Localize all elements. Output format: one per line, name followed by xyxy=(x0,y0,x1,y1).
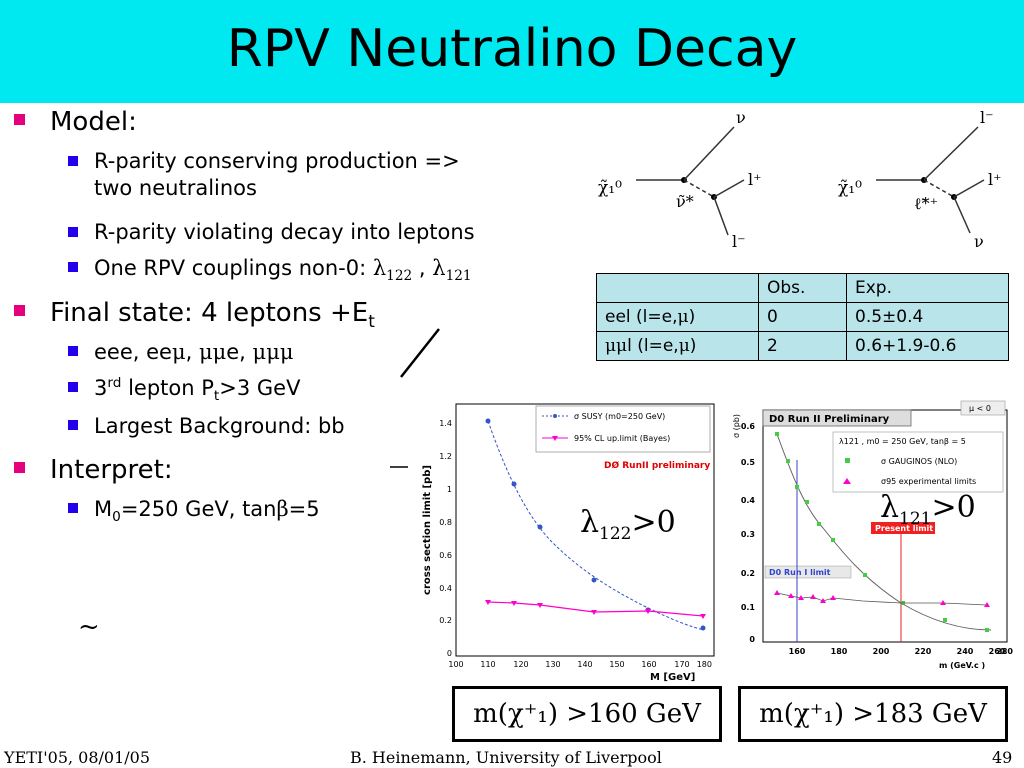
table-row: eel (l=e,μ) 0 0.5±0.4 xyxy=(596,302,1009,332)
svg-text:180: 180 xyxy=(697,660,712,669)
bullet-model-production: R-parity conserving production => two ne… xyxy=(94,149,460,200)
svg-text:160: 160 xyxy=(641,660,656,669)
svg-text:l⁺: l⁺ xyxy=(748,170,762,189)
bullet-marker xyxy=(14,305,25,316)
bullet-parameters: M0=250 GeV, tanβ=5 xyxy=(94,497,320,526)
bullet-marker xyxy=(14,462,25,473)
svg-text:0.8: 0.8 xyxy=(439,518,452,527)
lambda121-annotation: λ121>0 xyxy=(880,490,976,529)
svg-text:280: 280 xyxy=(996,647,1013,656)
svg-text:ν: ν xyxy=(736,108,746,127)
svg-text:m (GeV.c ): m (GeV.c ) xyxy=(939,661,985,670)
svg-text:240: 240 xyxy=(957,647,974,656)
bullet-model: Model: xyxy=(50,107,137,137)
sub-bullet-marker xyxy=(68,503,78,513)
sub-bullet-marker xyxy=(68,420,78,430)
table-row: μμl (l=e,μ) 2 0.6+1.9-0.6 xyxy=(596,331,1009,361)
chargino-mass-limit-left: m(χ⁺₁) >160 GeV xyxy=(452,686,722,742)
svg-text:ν̃*: ν̃* xyxy=(676,192,694,211)
table-header-row: Obs. Exp. xyxy=(596,273,1009,303)
svg-text:l⁻: l⁻ xyxy=(732,232,746,251)
tilde-mark: ~ xyxy=(78,612,100,642)
svg-text:0.2: 0.2 xyxy=(439,616,452,625)
footer-author: B. Heinemann, University of Liverpool xyxy=(350,748,662,767)
cross-section-plot-right: D0 Run II Preliminary μ < 0 σ (pb) 0 0.1… xyxy=(733,398,1024,673)
cl-limit-curve xyxy=(487,601,704,617)
experimental-limit-curve xyxy=(776,592,988,606)
svg-text:χ̃₁⁰: χ̃₁⁰ xyxy=(598,178,622,198)
bullet-background: Largest Background: bb xyxy=(94,414,345,438)
chargino-mass-limit-right: m(χ⁺₁) >183 GeV xyxy=(738,686,1008,742)
svg-text:ν: ν xyxy=(974,232,984,251)
svg-text:170: 170 xyxy=(674,660,689,669)
svg-text:μ < 0: μ < 0 xyxy=(969,404,991,413)
svg-text:l⁺: l⁺ xyxy=(988,170,1002,189)
svg-text:0.1: 0.1 xyxy=(741,603,756,612)
feynman-diagrams: χ̃₁⁰ ν̃* ν l⁺ l⁻ χ̃₁⁰ ℓ̃*⁺ l⁻ l⁺ ν xyxy=(598,108,1002,251)
svg-text:0.4: 0.4 xyxy=(741,496,756,505)
missing-et-slash xyxy=(400,328,440,378)
bullet-interpret: Interpret: xyxy=(50,455,173,485)
sub-bullet-marker xyxy=(68,156,78,166)
svg-text:160: 160 xyxy=(789,647,806,656)
svg-text:σ95 experimental limits: σ95 experimental limits xyxy=(881,477,976,486)
svg-text:0.6: 0.6 xyxy=(741,422,756,431)
svg-text:0.4: 0.4 xyxy=(439,584,452,593)
svg-text:1.4: 1.4 xyxy=(439,419,452,428)
svg-text:ℓ̃*⁺: ℓ̃*⁺ xyxy=(914,194,938,213)
svg-text:σ SUSY (m0=250 GeV): σ SUSY (m0=250 GeV) xyxy=(574,412,665,421)
bullet-final-channels: eee, eeμ, μμe, μμμ xyxy=(94,340,294,364)
bullet-marker xyxy=(14,114,25,125)
feynman-diagram-slepton: χ̃₁⁰ ℓ̃*⁺ l⁻ l⁺ ν xyxy=(838,108,1002,251)
slide-title: RPV Neutralino Decay xyxy=(226,19,798,79)
svg-text:0.2: 0.2 xyxy=(741,569,755,578)
footer-page-number: 49 xyxy=(992,748,1013,767)
svg-text:1.2: 1.2 xyxy=(439,452,452,461)
svg-text:cross section limit [pb]: cross section limit [pb] xyxy=(422,465,433,595)
sub-bullet-marker xyxy=(68,262,78,272)
svg-text:95% CL up.limit (Bayes): 95% CL up.limit (Bayes) xyxy=(574,434,670,443)
cross-section-plot-left: cross section limit [pb] 0 0.2 0.4 0.6 0… xyxy=(422,403,715,682)
svg-text:l⁻: l⁻ xyxy=(980,108,994,127)
sub-bullet-marker xyxy=(68,227,78,237)
svg-text:0: 0 xyxy=(749,635,755,644)
title-bar xyxy=(0,0,1024,103)
svg-text:130: 130 xyxy=(545,660,560,669)
svg-text:D0 Run II Preliminary: D0 Run II Preliminary xyxy=(769,414,890,425)
sub-bullet-marker xyxy=(68,346,78,356)
svg-text:0.5: 0.5 xyxy=(741,458,756,467)
bullet-model-decay: R-parity violating decay into leptons xyxy=(94,220,475,244)
svg-text:100: 100 xyxy=(448,660,463,669)
svg-text:χ̃₁⁰: χ̃₁⁰ xyxy=(838,178,862,198)
results-table: Obs. Exp. eel (l=e,μ) 0 0.5±0.4 μμl (l=e… xyxy=(596,273,1009,361)
lambda122-annotation: λ122>0 xyxy=(580,505,676,544)
bullet-final-state: Final state: 4 leptons +Et xyxy=(50,298,375,332)
svg-text:1: 1 xyxy=(447,485,452,494)
bbar-overline xyxy=(390,466,408,468)
svg-text:120: 120 xyxy=(513,660,528,669)
svg-text:0: 0 xyxy=(447,649,452,658)
svg-text:DØ RunII preliminary: DØ RunII preliminary xyxy=(604,460,710,471)
svg-text:0.6: 0.6 xyxy=(439,551,452,560)
feynman-diagram-sneutrino: χ̃₁⁰ ν̃* ν l⁺ l⁻ xyxy=(598,108,762,251)
bullet-model-couplings: One RPV couplings non-0: λ122 , λ121 xyxy=(94,256,472,285)
footer-date: YETI'05, 08/01/05 xyxy=(4,748,151,767)
svg-text:180: 180 xyxy=(831,647,848,656)
sub-bullet-marker xyxy=(68,382,78,392)
svg-text:0.3: 0.3 xyxy=(741,530,755,539)
bullet-third-lepton: 3rd lepton Pt>3 GeV xyxy=(94,375,301,405)
svg-text:σ (pb): σ (pb) xyxy=(733,414,741,438)
svg-text:150: 150 xyxy=(609,660,624,669)
svg-text:260: 260 xyxy=(989,647,1006,656)
svg-text:140: 140 xyxy=(577,660,592,669)
svg-text:220: 220 xyxy=(915,647,932,656)
sigma-susy-curve xyxy=(487,420,705,631)
svg-text:200: 200 xyxy=(873,647,890,656)
svg-text:M [GeV]: M [GeV] xyxy=(650,672,695,682)
svg-text:Present limit: Present limit xyxy=(875,524,933,533)
svg-text:110: 110 xyxy=(480,660,495,669)
svg-text:D0 Run I limit: D0 Run I limit xyxy=(769,568,831,577)
svg-text:σ GAUGINOS (NLO): σ GAUGINOS (NLO) xyxy=(881,457,957,466)
svg-text:λ121 , m0 = 250 GeV, tanβ = 5: λ121 , m0 = 250 GeV, tanβ = 5 xyxy=(839,437,966,446)
